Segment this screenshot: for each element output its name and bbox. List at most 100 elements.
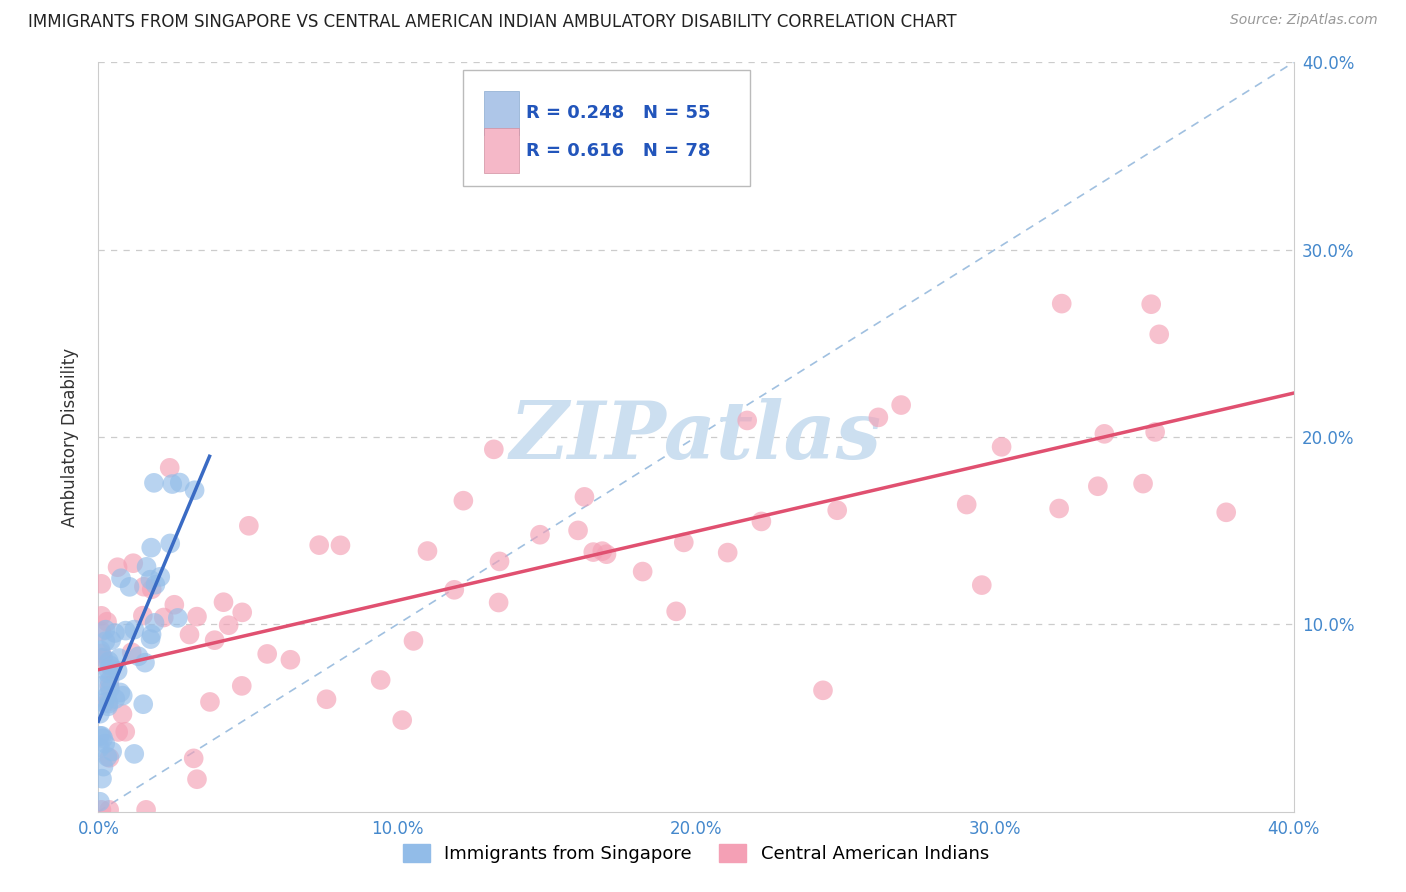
Point (90, 647, 112, 661)
Point (97, 697, 120, 711)
Point (127, 649, 149, 664)
Point (169, 475, 191, 490)
Point (204, 633, 226, 648)
Point (145, 577, 167, 591)
Point (135, 803, 157, 817)
Point (1047, 501, 1070, 516)
Point (141, 541, 163, 555)
Point (751, 515, 773, 529)
Point (101, 745, 124, 759)
Point (443, 582, 465, 597)
Point (1092, 426, 1115, 441)
Point (135, 559, 157, 574)
Point (91, 651, 114, 665)
Point (122, 747, 145, 761)
Point (990, 440, 1012, 454)
Point (370, 673, 392, 687)
Point (186, 772, 208, 787)
Point (90, 608, 112, 623)
Point (100, 662, 122, 676)
Point (162, 477, 184, 491)
Point (970, 578, 993, 592)
Point (186, 609, 208, 624)
FancyBboxPatch shape (485, 128, 519, 172)
Point (308, 538, 330, 552)
Point (159, 460, 181, 475)
Point (141, 627, 163, 641)
Point (453, 493, 475, 508)
Point (132, 608, 155, 623)
Point (89, 706, 111, 721)
Point (97, 695, 120, 709)
Point (132, 580, 155, 594)
Point (591, 544, 613, 558)
Point (717, 545, 740, 559)
Point (97, 699, 120, 714)
Point (107, 664, 129, 678)
Text: Source: ZipAtlas.com: Source: ZipAtlas.com (1230, 13, 1378, 28)
FancyBboxPatch shape (463, 70, 749, 186)
Point (111, 706, 134, 721)
Point (488, 554, 510, 568)
Point (149, 570, 172, 584)
Point (98, 803, 121, 817)
Point (89, 795, 111, 809)
Point (488, 595, 510, 609)
Point (134, 656, 156, 670)
Point (631, 565, 654, 579)
Point (1132, 476, 1154, 491)
Point (152, 610, 174, 624)
Y-axis label: Ambulatory Disability: Ambulatory Disability (60, 348, 79, 526)
Point (98, 679, 121, 693)
Point (811, 683, 834, 698)
Point (98, 658, 121, 673)
Point (159, 536, 181, 550)
FancyBboxPatch shape (485, 91, 519, 135)
Point (183, 483, 205, 498)
Point (868, 410, 890, 425)
Point (1087, 479, 1109, 493)
Point (94, 737, 117, 751)
Legend: Immigrants from Singapore, Central American Indians: Immigrants from Singapore, Central Ameri… (395, 837, 997, 870)
Point (956, 498, 979, 512)
Point (114, 724, 136, 739)
Point (91, 772, 114, 786)
Point (238, 518, 260, 533)
Point (100, 633, 122, 648)
Point (183, 751, 205, 765)
Point (329, 538, 352, 552)
Point (94, 623, 117, 637)
Point (231, 606, 253, 620)
Point (90, 576, 112, 591)
Point (108, 651, 131, 665)
Point (121, 645, 143, 659)
Point (93, 759, 115, 773)
Point (595, 547, 617, 561)
Point (107, 725, 129, 739)
Point (93, 696, 115, 710)
Text: ZIPatlas: ZIPatlas (510, 399, 882, 475)
Point (163, 598, 186, 612)
Point (110, 571, 132, 585)
Point (212, 595, 235, 609)
Point (94, 634, 117, 648)
Point (104, 692, 127, 706)
Point (91, 678, 114, 692)
Point (90, 643, 112, 657)
Point (139, 632, 162, 646)
Point (402, 634, 425, 648)
Point (142, 475, 165, 490)
Point (97, 654, 120, 668)
Point (139, 573, 162, 587)
Point (166, 611, 188, 625)
Text: R = 0.248   N = 55: R = 0.248 N = 55 (526, 104, 711, 122)
Point (1050, 296, 1073, 310)
Point (118, 580, 141, 594)
Point (574, 490, 596, 504)
Point (107, 560, 129, 574)
Point (256, 647, 278, 661)
Point (97, 663, 120, 677)
Point (179, 627, 201, 641)
Point (96, 750, 118, 764)
Point (114, 624, 136, 638)
